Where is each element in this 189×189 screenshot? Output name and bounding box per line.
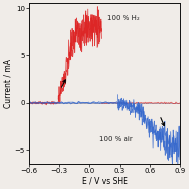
X-axis label: E / V vs SHE: E / V vs SHE	[81, 177, 127, 186]
Text: 100 % air: 100 % air	[99, 136, 133, 142]
Text: 100 % H₂: 100 % H₂	[108, 15, 140, 21]
Y-axis label: Current / mA: Current / mA	[3, 59, 12, 108]
